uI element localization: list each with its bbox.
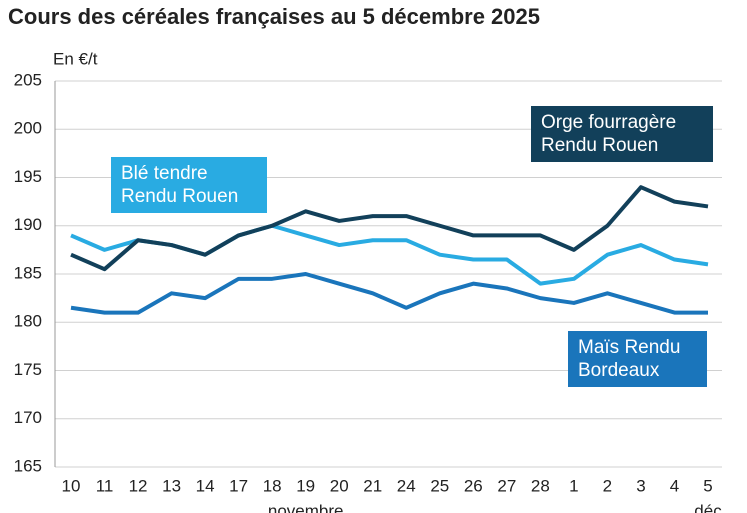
y-tick-label: 180	[14, 312, 42, 331]
x-tick-label: 21	[363, 476, 382, 495]
x-tick-label: 26	[464, 476, 483, 495]
y-tick-label: 175	[14, 360, 42, 379]
x-tick-label: 28	[531, 476, 550, 495]
x-tick-label: 25	[430, 476, 449, 495]
x-tick-label: 18	[263, 476, 282, 495]
x-tick-label: 1	[569, 476, 578, 495]
series-label: Maïs Rendu Bordeaux	[568, 331, 707, 387]
x-tick-label: 12	[129, 476, 148, 495]
x-tick-label: 17	[229, 476, 248, 495]
series-line	[70, 223, 709, 286]
y-tick-label: 185	[14, 263, 42, 282]
x-tick-label: 27	[497, 476, 516, 495]
x-tick-label: 2	[603, 476, 612, 495]
y-tick-label: 200	[14, 119, 42, 138]
x-tick-label: 13	[162, 476, 181, 495]
x-tick-label: 11	[96, 476, 114, 495]
series-label: Blé tendre Rendu Rouen	[111, 157, 267, 213]
series-line	[70, 185, 709, 272]
x-tick-label: 10	[62, 476, 81, 495]
y-tick-label: 165	[14, 456, 42, 475]
series-label: Orge fourragère Rendu Rouen	[531, 106, 713, 162]
y-tick-label: 190	[14, 215, 42, 234]
month-label: déc	[694, 501, 722, 513]
y-tick-label: 195	[14, 167, 42, 186]
x-tick-label: 5	[703, 476, 712, 495]
y-axis-label: En €/t	[53, 49, 98, 68]
x-tick-label: 24	[397, 476, 416, 495]
month-label: novembre	[268, 501, 344, 513]
x-tick-label: 20	[330, 476, 349, 495]
x-tick-label: 14	[196, 476, 215, 495]
y-tick-label: 170	[14, 408, 42, 427]
y-tick-label: 205	[14, 70, 42, 89]
chart-title: Cours des céréales françaises au 5 décem…	[8, 4, 540, 29]
x-tick-label: 4	[670, 476, 679, 495]
x-tick-label: 3	[636, 476, 645, 495]
series-line	[70, 272, 708, 315]
x-tick-label: 19	[296, 476, 315, 495]
